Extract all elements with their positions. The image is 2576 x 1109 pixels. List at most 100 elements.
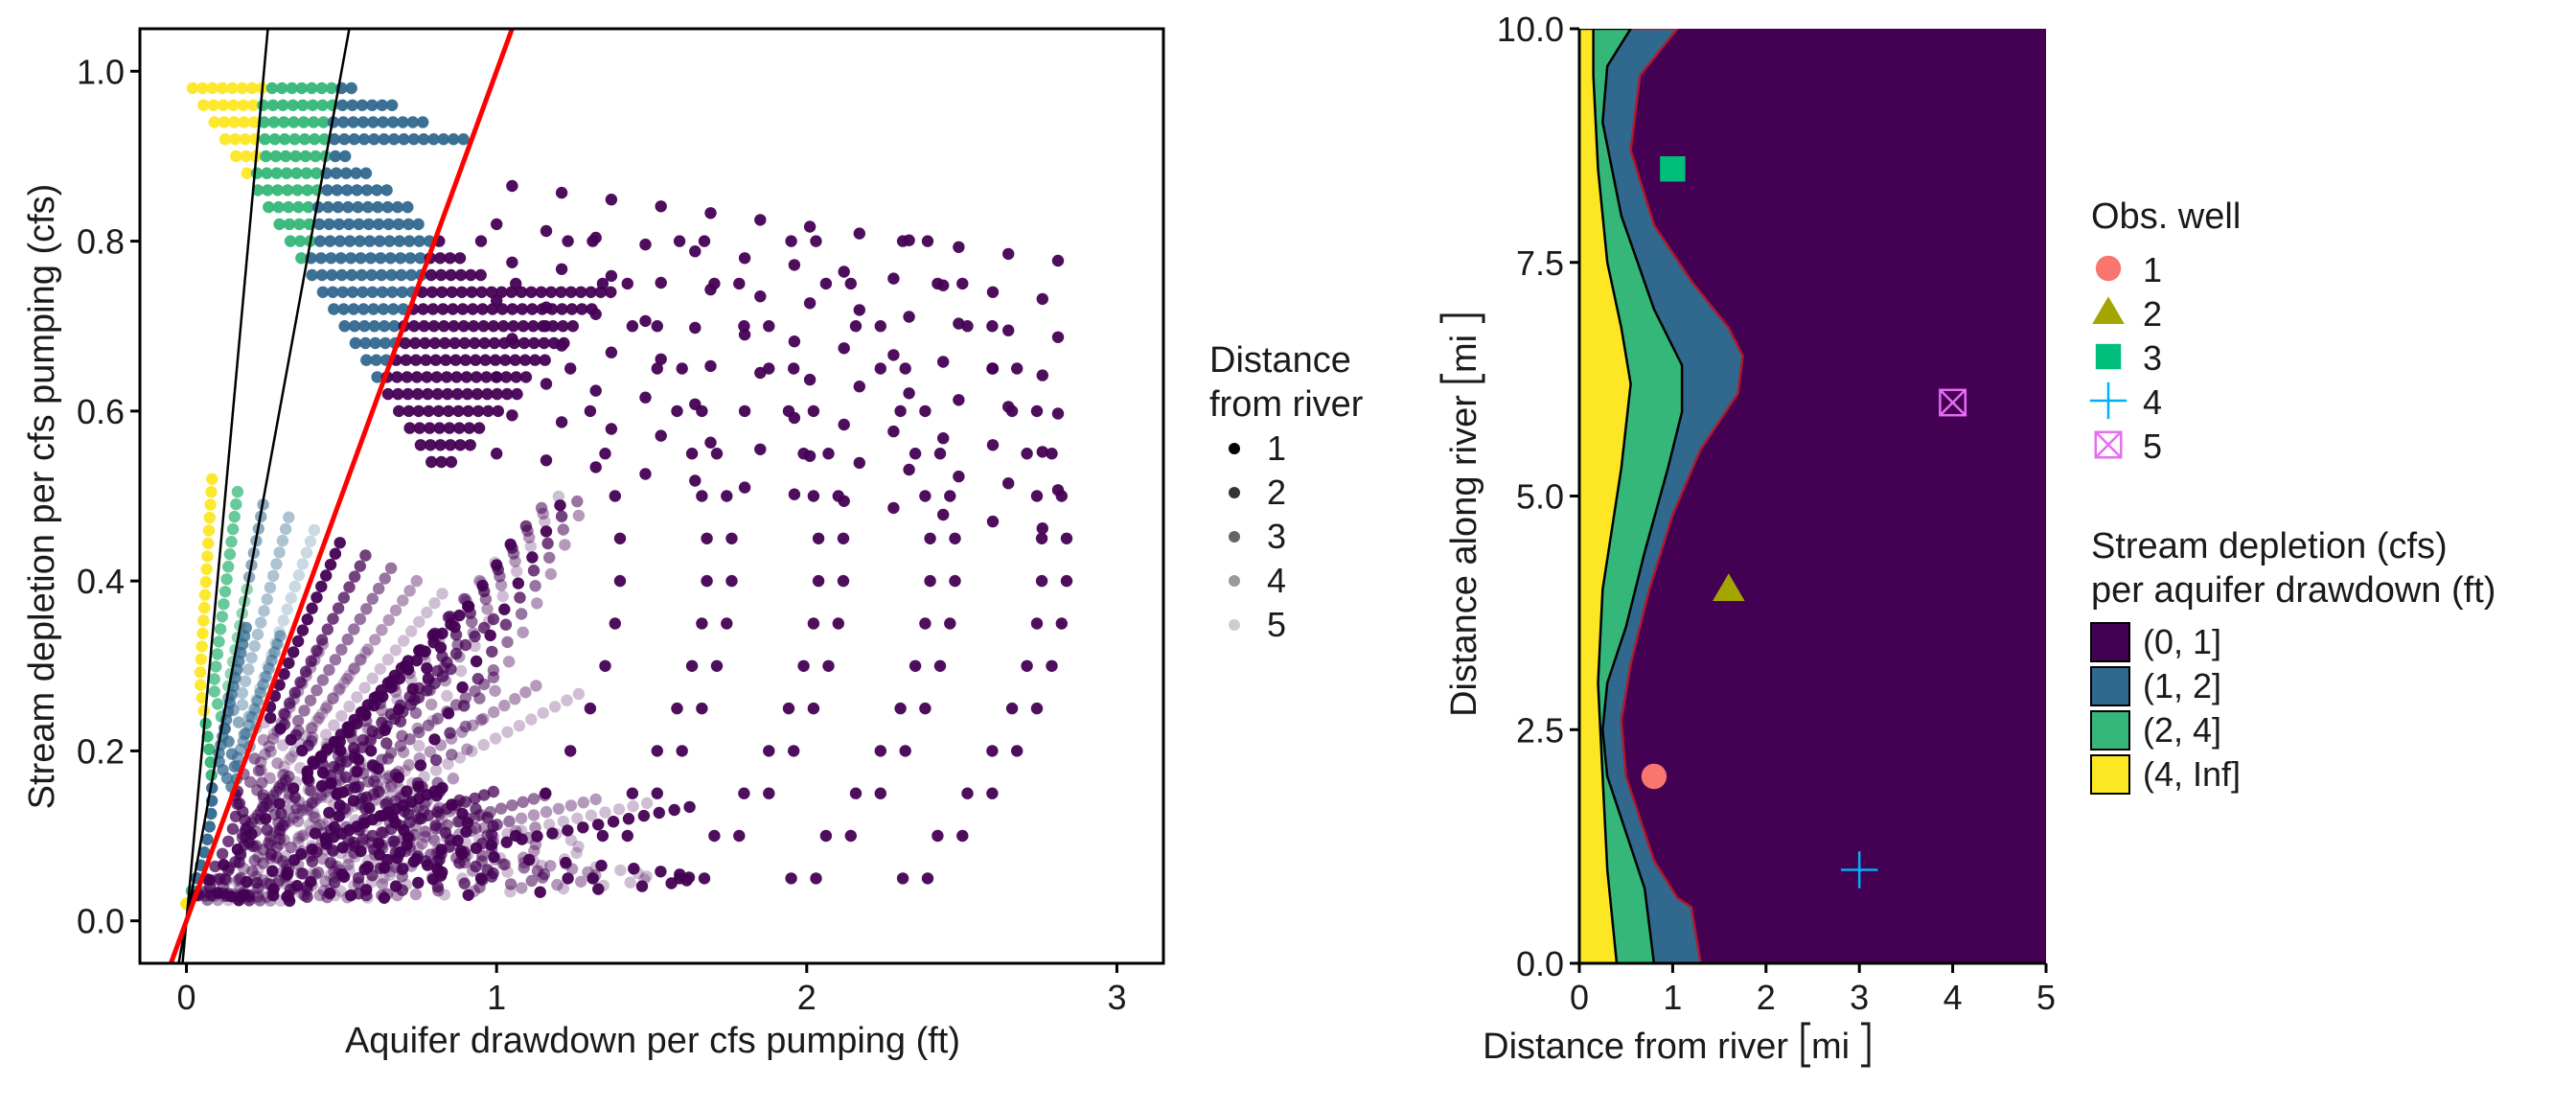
scatter-point: [222, 835, 235, 847]
scatter-point: [384, 789, 398, 802]
x-unit-left-bracket: [1801, 1022, 1810, 1068]
scatter-point: [270, 167, 283, 179]
depletion-legend: Stream depletion (cfs) per aquifer drawd…: [2090, 526, 2496, 795]
scatter-point: [397, 116, 409, 128]
scatter-point: [389, 644, 402, 657]
scatter-point: [418, 320, 430, 333]
scatter-point: [336, 286, 349, 298]
scatter-point: [218, 586, 232, 598]
scatter-point: [412, 876, 425, 890]
scatter-point: [392, 387, 404, 401]
scatter-point: [341, 842, 354, 854]
scatter-point: [295, 81, 309, 95]
scatter-point: [1036, 292, 1049, 306]
scatter-point: [460, 825, 472, 838]
scatter-point: [482, 614, 495, 628]
distance-legend-key: [1229, 487, 1240, 498]
scatter-point: [956, 277, 969, 290]
scatter-point: [354, 797, 366, 811]
scatter-point: [627, 799, 639, 813]
scatter-point: [298, 133, 311, 146]
scatter-point: [403, 585, 416, 597]
scatter-point: [348, 133, 360, 146]
scatter-point: [213, 635, 225, 648]
scatter-point: [472, 422, 486, 434]
scatter-point: [291, 832, 305, 844]
scatter-point: [287, 99, 299, 112]
scatter-point: [487, 820, 499, 833]
scatter-point: [531, 597, 543, 610]
obs-well-legend-key-1: [2095, 255, 2122, 282]
scatter-point: [296, 678, 309, 690]
scatter-point: [273, 679, 286, 691]
scatter-point: [487, 785, 500, 798]
scatter-point: [788, 335, 801, 348]
scatter-point: [477, 320, 490, 333]
scatter-point: [822, 659, 835, 672]
scatter-point: [475, 286, 488, 298]
obs-well-legend-key-2: [2092, 296, 2125, 324]
scatter-point: [201, 550, 214, 563]
scatter-points: [180, 81, 1073, 911]
scatter-point: [366, 286, 379, 298]
scatter-point: [203, 743, 216, 755]
scatter-point: [1030, 702, 1044, 715]
scatter-point: [497, 320, 510, 333]
y-unit-left-bracket: [1439, 374, 1485, 383]
scatter-point: [379, 781, 391, 794]
scatter-point: [449, 647, 463, 660]
scatter-point: [671, 404, 683, 418]
distance-legend: Distance from river 1 2 3 4 5: [1209, 340, 1364, 644]
scatter-point: [540, 454, 553, 467]
scatter-point: [540, 805, 553, 819]
scatter-point: [316, 286, 330, 298]
scatter-point: [260, 150, 272, 163]
scatter-point: [541, 537, 554, 550]
obs-well-legend-key-3: [2095, 343, 2122, 370]
scatter-point: [422, 859, 434, 871]
scatter-point: [272, 200, 285, 214]
scatter-point: [457, 133, 470, 146]
scatter-point: [328, 303, 340, 315]
scatter-point: [429, 753, 443, 767]
scatter-point: [986, 515, 1000, 528]
scatter-point: [622, 813, 635, 825]
scatter-point: [494, 579, 508, 591]
scatter-point: [1030, 490, 1044, 502]
obs-well-marker-1: [1641, 763, 1668, 790]
scatter-point: [277, 614, 289, 627]
scatter-point: [411, 722, 424, 735]
scatter-point: [655, 200, 667, 213]
scatter-point: [251, 889, 264, 902]
scatter-point: [351, 184, 363, 196]
scatter-point: [509, 354, 521, 366]
scatter-point: [524, 540, 537, 553]
scatter-point: [394, 820, 407, 832]
scatter-point: [315, 707, 329, 720]
scatter-point: [334, 235, 346, 247]
scatter-point: [310, 150, 322, 163]
scatter-point: [441, 831, 453, 843]
scatter-point: [494, 570, 506, 583]
scatter-point: [322, 200, 334, 214]
scatter-point: [337, 591, 350, 604]
scatter-point: [337, 116, 350, 128]
scatter-point: [210, 660, 222, 673]
scatter-point: [373, 785, 385, 797]
scatter-point: [274, 630, 287, 642]
scatter-point: [555, 186, 568, 199]
scatter-point: [404, 843, 417, 856]
scatter-point: [423, 404, 435, 418]
scatter-point: [956, 829, 969, 843]
scatter-point: [279, 522, 292, 536]
scatter-point: [838, 495, 850, 507]
scatter-point: [397, 594, 409, 607]
y-tick-label: 1.0: [77, 52, 125, 91]
scatter-point: [277, 99, 289, 112]
distance-legend-label: 4: [1267, 561, 1286, 600]
scatter-point: [329, 547, 342, 560]
scatter-point: [899, 362, 911, 375]
scatter-point: [838, 342, 850, 355]
scatter-point: [203, 820, 216, 833]
scatter-point: [392, 218, 405, 231]
